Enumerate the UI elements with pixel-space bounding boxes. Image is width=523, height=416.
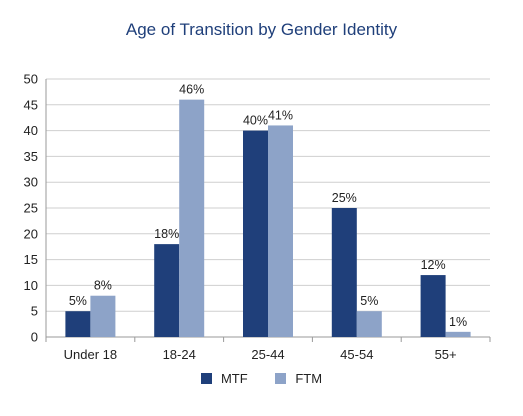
- data-label-mtf: 5%: [69, 294, 87, 308]
- x-tick-label: 25-44: [251, 347, 284, 362]
- y-tick-label: 40: [24, 123, 38, 138]
- bar-ftm: [179, 99, 205, 337]
- bar-ftm: [445, 331, 471, 337]
- chart-title: Age of Transition by Gender Identity: [125, 20, 398, 39]
- data-label-mtf: 25%: [332, 191, 357, 205]
- bar-ftm: [356, 311, 382, 337]
- y-tick-label: 20: [24, 226, 38, 241]
- x-tick-label: 18-24: [163, 347, 196, 362]
- y-tick-label: 50: [24, 72, 38, 87]
- legend-entry-ftm: FTM: [275, 371, 322, 386]
- data-label-ftm: 41%: [268, 108, 293, 122]
- y-tick-label: 5: [31, 304, 38, 319]
- x-tick-label: 55+: [435, 347, 457, 362]
- bar-ftm: [90, 295, 116, 337]
- y-tick-label: 15: [24, 252, 38, 267]
- bar-mtf: [420, 275, 446, 337]
- bar-ftm: [268, 125, 293, 337]
- y-tick-label: 25: [24, 201, 38, 216]
- chart-legend: MTF FTM: [0, 371, 523, 387]
- data-label-mtf: 12%: [421, 258, 446, 272]
- y-tick-label: 35: [24, 149, 38, 164]
- y-tick-label: 30: [24, 175, 38, 190]
- data-label-ftm: 5%: [360, 294, 378, 308]
- data-label-ftm: 1%: [449, 315, 467, 329]
- legend-swatch-mtf: [200, 373, 212, 384]
- bar-mtf: [65, 311, 91, 337]
- bar-mtf: [243, 130, 268, 337]
- y-tick-label: 0: [31, 330, 38, 345]
- y-tick-label: 10: [24, 278, 38, 293]
- data-label-mtf: 18%: [154, 227, 179, 241]
- data-label-mtf: 40%: [243, 114, 268, 128]
- x-tick-label: 45-54: [340, 347, 373, 362]
- data-label-ftm: 8%: [94, 279, 112, 293]
- legend-label-ftm: FTM: [295, 371, 323, 386]
- data-label-ftm: 46%: [179, 83, 204, 97]
- legend-swatch-ftm: [275, 373, 287, 384]
- bar-mtf: [331, 208, 357, 337]
- legend-label-mtf: MTF: [220, 371, 248, 386]
- y-tick-label: 45: [24, 97, 38, 112]
- x-tick-label: Under 18: [64, 347, 117, 362]
- legend-entry-mtf: MTF: [200, 371, 248, 386]
- bar-mtf: [154, 244, 180, 337]
